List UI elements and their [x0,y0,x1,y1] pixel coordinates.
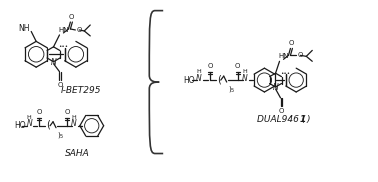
Text: O: O [297,52,303,58]
Text: SAHA: SAHA [65,149,89,158]
Text: O: O [235,63,240,69]
Text: O: O [69,14,74,20]
Text: H: H [242,69,247,74]
Text: O: O [289,40,294,46]
Text: I-BET295: I-BET295 [60,86,101,95]
Text: O: O [279,108,284,114]
Text: HO: HO [14,121,26,130]
Text: N: N [51,58,56,67]
Text: HN: HN [59,27,69,33]
Text: O: O [36,109,42,115]
Text: (: ( [46,120,50,130]
Text: N: N [71,119,77,128]
Text: O: O [76,27,82,33]
Text: H: H [71,115,76,120]
Text: O: O [58,82,63,88]
Text: O: O [207,63,212,69]
Text: DUAL946 (: DUAL946 ( [257,115,306,124]
Text: ): ) [306,115,310,124]
Text: N: N [273,84,279,92]
Text: HN: HN [279,53,289,59]
Text: H: H [197,69,201,74]
Text: )$_5$: )$_5$ [228,84,235,94]
Text: NH: NH [19,24,30,33]
Text: N: N [196,74,202,83]
Text: N: N [242,74,248,83]
Text: H: H [27,115,32,120]
Text: (: ( [217,74,221,84]
Text: •••: ••• [59,44,69,49]
Text: N: N [26,119,32,128]
Text: O: O [64,109,70,115]
Text: •••: ••• [280,71,291,76]
Text: )$_5$: )$_5$ [57,130,65,140]
Text: HO: HO [183,76,195,85]
Text: 1: 1 [299,115,305,124]
